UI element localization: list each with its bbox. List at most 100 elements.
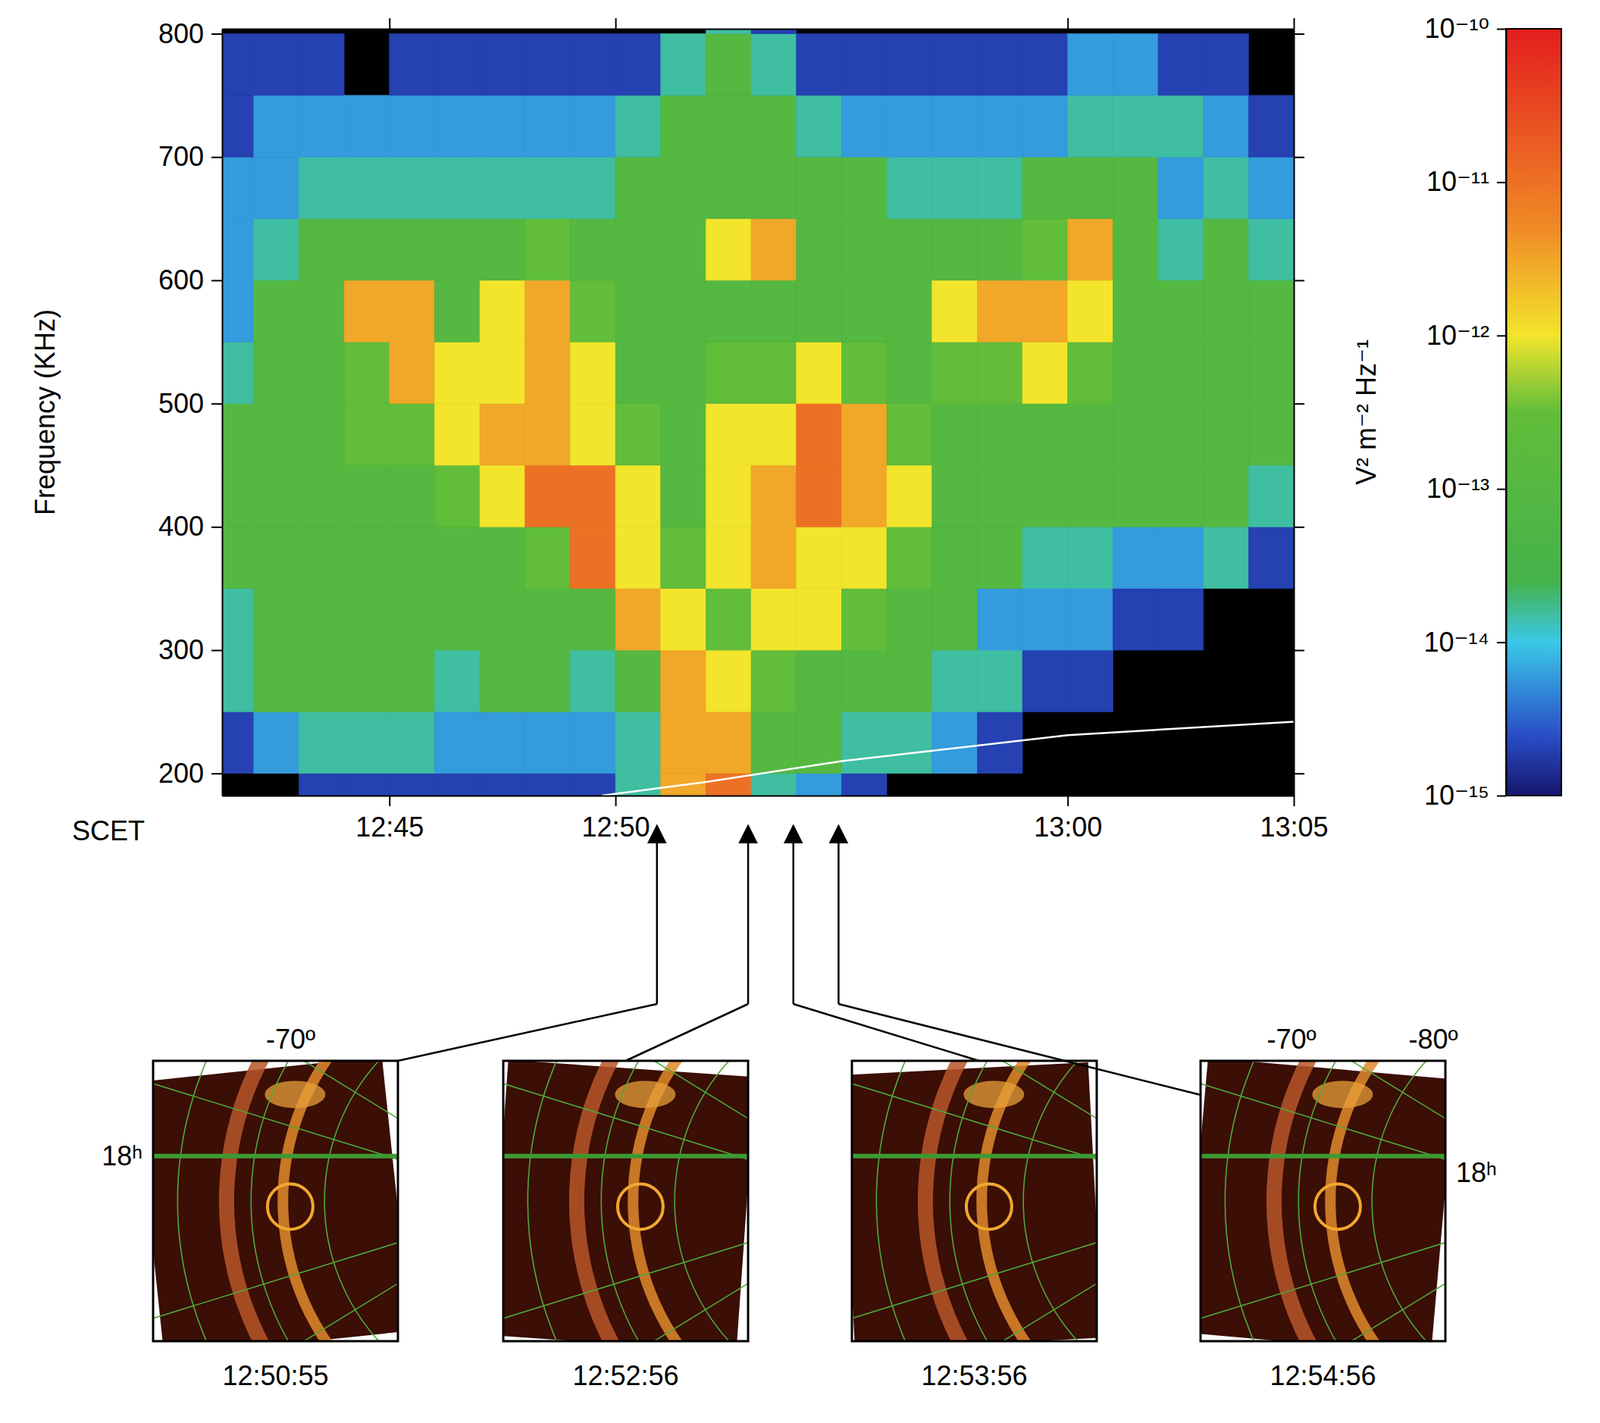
- axis-line: [1506, 29, 1508, 797]
- heat-cell: [615, 403, 661, 466]
- heat-cell: [525, 588, 571, 651]
- tick: 10⁻¹⁵: [1424, 779, 1507, 811]
- heat-cell: [525, 650, 571, 712]
- heat-cell: [976, 465, 1023, 527]
- tick: [1293, 156, 1305, 158]
- heat-cell: [222, 219, 254, 281]
- heat-cell: [932, 403, 978, 466]
- heat-cell: [1203, 403, 1250, 466]
- tick: 10⁻¹⁴: [1423, 626, 1507, 658]
- heat-cell: [479, 156, 526, 219]
- panel-time: 12:53:56: [920, 1360, 1028, 1392]
- footprint-circle: [966, 1183, 1012, 1230]
- heat-cell: [569, 156, 616, 219]
- coordinate-label: 18ʰ: [101, 1140, 143, 1172]
- axis-line: [222, 29, 224, 797]
- y-axis-title: Frequency (KHz): [29, 309, 61, 516]
- heat-cell: [751, 588, 797, 651]
- heat-cell: [615, 588, 661, 651]
- heat-cell: [298, 95, 345, 157]
- tick-mark: [1293, 526, 1305, 529]
- heat-cell: [932, 526, 978, 589]
- tick-mark: [388, 18, 391, 29]
- coordinate-label: -70º: [1266, 1023, 1316, 1056]
- heat-cell: [1022, 156, 1068, 219]
- tick: 400: [158, 510, 223, 542]
- grid-18h: [851, 1154, 1097, 1159]
- panel-frame: [503, 1061, 749, 1342]
- heat-cell: [1022, 219, 1068, 281]
- heat-cell: [344, 773, 390, 796]
- heat-cell: [298, 403, 345, 466]
- heat-cell: [886, 711, 933, 774]
- aurora-image: [153, 1061, 398, 1342]
- heat-cell: [222, 280, 254, 342]
- heat-cell: [1158, 34, 1204, 96]
- heat-cell: [569, 34, 616, 96]
- heat-cell: [886, 465, 933, 527]
- axis-line: [1293, 29, 1296, 797]
- aurora-spot: [264, 1080, 326, 1109]
- arrow-connector: [626, 1004, 749, 1062]
- tick-mark: [1067, 18, 1069, 29]
- heat-cell: [525, 95, 571, 157]
- heat-cell: [1112, 34, 1159, 96]
- heat-cell: [976, 156, 1023, 219]
- footprint-circle: [267, 1183, 314, 1230]
- tick: 10⁻¹²: [1426, 319, 1507, 351]
- heat-cell: [1203, 34, 1250, 96]
- heat-cell: [1022, 341, 1068, 404]
- heat-cell: [705, 280, 752, 342]
- grid-circle: [177, 1061, 398, 1342]
- cutoff-line: [601, 721, 1294, 796]
- figure: 12:4512:5013:0013:0520030040050060070080…: [0, 0, 1600, 1423]
- heat-cell: [253, 526, 300, 589]
- heat-cell: [660, 95, 707, 157]
- heat-cell: [932, 219, 978, 281]
- heat-cell: [1022, 95, 1068, 157]
- heat-cell: [841, 280, 887, 342]
- heat-cell: [1022, 280, 1068, 342]
- aurora-panel: 12:52:56: [415, 846, 1238, 1423]
- heat-cell: [298, 341, 345, 404]
- heat-cell: [298, 34, 345, 96]
- grid-18h: [1200, 1154, 1446, 1159]
- heat-cell: [222, 156, 254, 219]
- heat-cell: [705, 341, 752, 404]
- heat-cell: [344, 526, 390, 589]
- heat-cell: [660, 280, 707, 342]
- heat-cell: [434, 156, 480, 219]
- heat-cell: [434, 403, 480, 466]
- tick-mark: [1496, 28, 1507, 31]
- heat-cell: [298, 219, 345, 281]
- heat-cell: [615, 526, 661, 589]
- heat-cell: [1203, 341, 1250, 404]
- heat-cell: [796, 156, 843, 219]
- heat-cell: [389, 156, 436, 219]
- aurora-spot: [614, 1080, 676, 1109]
- heat-cell: [389, 34, 436, 96]
- heat-cell: [1158, 280, 1204, 342]
- heat-cell: [1067, 588, 1114, 651]
- heat-cell: [1203, 280, 1250, 342]
- tick: [389, 18, 391, 29]
- heat-cell: [705, 95, 752, 157]
- heat-cell: [525, 773, 571, 796]
- footprint-circle: [617, 1183, 664, 1230]
- arrow-shaft: [792, 826, 795, 1005]
- heat-cell: [1158, 465, 1204, 527]
- heat-cell: [1067, 465, 1114, 527]
- heat-cell: [976, 280, 1023, 342]
- heat-cell: [796, 280, 843, 342]
- tick-mark: [1496, 335, 1507, 337]
- heat-cell: [434, 465, 480, 527]
- heat-cell: [253, 465, 300, 527]
- heat-cell: [841, 465, 887, 527]
- tick-mark: [1293, 279, 1305, 282]
- tick-mark: [1496, 795, 1507, 798]
- heat-cell: [841, 34, 887, 96]
- plot-background: [222, 28, 1294, 796]
- heat-cell: [751, 219, 797, 281]
- heat-cell: [976, 588, 1023, 651]
- heat-cell: [615, 95, 661, 157]
